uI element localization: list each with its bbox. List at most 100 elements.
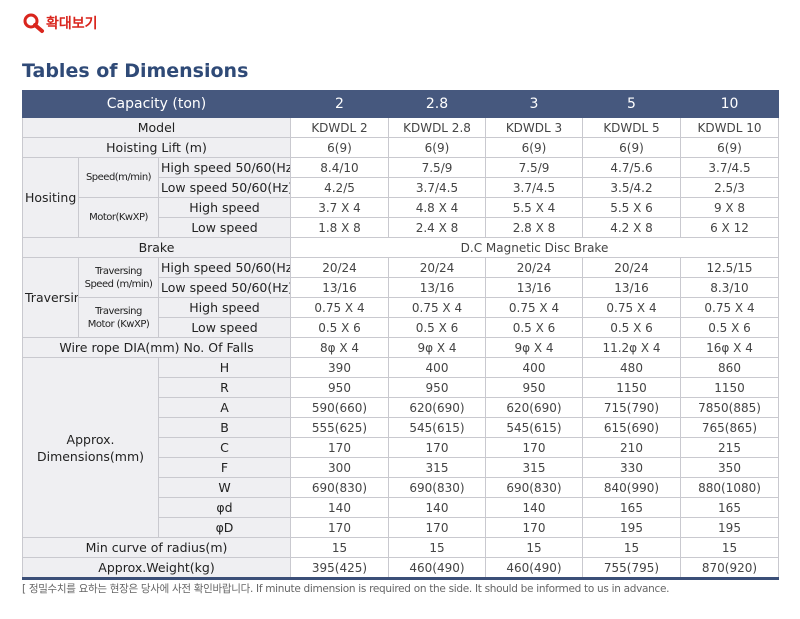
table-row: TraversingTraversing Speed (m/min)High s…: [22, 257, 779, 338]
value-cell: KDWDL 10: [680, 117, 779, 138]
value-cell: 555(625): [290, 417, 389, 438]
value-cell: 1150: [680, 377, 779, 398]
value-cell: 7.5/9: [485, 157, 583, 178]
value-cell: 6(9): [388, 137, 486, 158]
value-cell: 20/24: [485, 257, 583, 278]
value-cell: KDWDL 5: [582, 117, 681, 138]
row-label: Traversing Speed (m/min): [78, 257, 159, 298]
value-cell: 170: [290, 437, 389, 458]
table-row: Wire rope DIA(mm) No. Of Falls 8φ X 4 9φ X…: [22, 337, 779, 358]
table-row: Model KDWDL 2 KDWDL 2.8 KDWDL 3 KDWDL 5 KDWDL…: [22, 117, 779, 138]
row-label: High speed: [158, 297, 291, 318]
value-cell: 15: [485, 537, 583, 558]
value-cell: 3.7/4.5: [388, 177, 486, 198]
row-label: H: [158, 357, 291, 378]
value-cell: KDWDL 2.8: [388, 117, 486, 138]
value-cell: 545(615): [388, 417, 486, 438]
row-label: Traversing: [22, 257, 79, 338]
row-label: Min curve of radius(m): [22, 537, 291, 558]
value-cell: 860: [680, 357, 779, 378]
table-row: Hoisting Lift (m) 6(9) 6(9) 6(9) 6(9) 6(9): [22, 137, 779, 158]
value-cell: 8.4/10: [290, 157, 389, 178]
table-row: Approx.Weight(kg) 395(425) 460(490) 460(490…: [22, 557, 779, 579]
value-cell: 880(1080): [680, 477, 779, 498]
value-cell: 460(490): [485, 557, 583, 579]
value-cell: 11.2φ X 4: [582, 337, 681, 358]
table-row: Approx. Dimensions(mm) H 390 400 400 480 860: [22, 357, 779, 538]
value-cell: 1150: [582, 377, 681, 398]
row-label: Hoisting Lift (m): [22, 137, 291, 158]
value-cell: 545(615): [485, 417, 583, 438]
value-cell: 350: [680, 457, 779, 478]
value-cell: 0.5 X 6: [485, 317, 583, 338]
value-cell: 3.7/4.5: [485, 177, 583, 198]
value-cell: 480: [582, 357, 681, 378]
value-cell: 0.5 X 6: [388, 317, 486, 338]
value-cell: 0.75 X 4: [582, 297, 681, 318]
value-cell: 5.5 X 6: [582, 197, 681, 218]
table-row: Traversing Motor (KwXP) High speed 0.75 X …: [23, 297, 779, 338]
value-cell: 6 X 12: [680, 217, 779, 238]
value-cell: 20/24: [582, 257, 681, 278]
row-label: Low speed 50/60(Hz): [158, 277, 291, 298]
value-cell: 6(9): [582, 137, 681, 158]
value-cell: 15: [582, 537, 681, 558]
value-cell: 330: [582, 457, 681, 478]
row-label: Hositing: [22, 157, 79, 238]
table-row: C 170 170 170 210 215: [23, 437, 779, 458]
value-cell: 165: [582, 497, 681, 518]
row-label: Wire rope DIA(mm) No. Of Falls: [22, 337, 291, 358]
header-cell: Capacity (ton): [22, 90, 291, 118]
dimensions-table: Capacity (ton) 2 2.8 3 5 10 Model KDWDL 2 KDWDL …: [22, 90, 779, 580]
value-cell: 4.2/5: [290, 177, 389, 198]
value-cell: 400: [388, 357, 486, 378]
value-cell: 8.3/10: [680, 277, 779, 298]
value-cell: 1.8 X 8: [290, 217, 389, 238]
value-cell: 6(9): [290, 137, 389, 158]
value-cell: 0.5 X 6: [582, 317, 681, 338]
row-label: W: [158, 477, 291, 498]
value-cell: 15: [290, 537, 389, 558]
value-cell: 300: [290, 457, 389, 478]
value-cell: 140: [290, 497, 389, 518]
value-cell: 690(830): [290, 477, 389, 498]
value-cell: 6(9): [680, 137, 779, 158]
value-cell: 9φ X 4: [485, 337, 583, 358]
row-label: φd: [158, 497, 291, 518]
value-cell: 690(830): [485, 477, 583, 498]
value-cell: 210: [582, 437, 681, 458]
value-cell: 460(490): [388, 557, 486, 579]
row-label: High speed 50/60(Hz): [158, 257, 291, 278]
zoom-link[interactable]: 확대보기: [22, 12, 98, 34]
header-cell: 10: [680, 90, 779, 118]
value-cell: 3.7 X 4: [290, 197, 389, 218]
table-row: Low speed 50/60(Hz) 13/16 13/16 13/16 13/16 8…: [23, 277, 779, 298]
value-cell: 5.5 X 4: [485, 197, 583, 218]
title: Tables of Dimensions: [22, 60, 249, 82]
value-cell: 0.75 X 4: [388, 297, 486, 318]
value-cell: 395(425): [290, 557, 389, 579]
zoom-text: 확대보기: [46, 16, 98, 32]
value-cell: D.C Magnetic Disc Brake: [290, 237, 779, 258]
value-cell: 16φ X 4: [680, 337, 779, 358]
row-label: R: [158, 377, 291, 398]
value-cell: 140: [485, 497, 583, 518]
value-cell: 13/16: [388, 277, 486, 298]
value-cell: 4.7/5.6: [582, 157, 681, 178]
row-label: Speed(m/min): [78, 157, 159, 198]
table-row: R 950 950 950 1150 1150: [23, 377, 779, 398]
value-cell: 590(660): [290, 397, 389, 418]
value-cell: 20/24: [290, 257, 389, 278]
value-cell: 840(990): [582, 477, 681, 498]
row-label: Low speed: [158, 317, 291, 338]
value-cell: 870(920): [680, 557, 779, 579]
value-cell: 140: [388, 497, 486, 518]
value-cell: 13/16: [582, 277, 681, 298]
value-cell: 2.5/3: [680, 177, 779, 198]
value-cell: 2.8 X 8: [485, 217, 583, 238]
row-label: φD: [158, 517, 291, 538]
zoom-icon: [23, 13, 44, 33]
value-cell: 620(690): [485, 397, 583, 418]
row-label: Traversing Motor (KwXP): [78, 297, 159, 338]
